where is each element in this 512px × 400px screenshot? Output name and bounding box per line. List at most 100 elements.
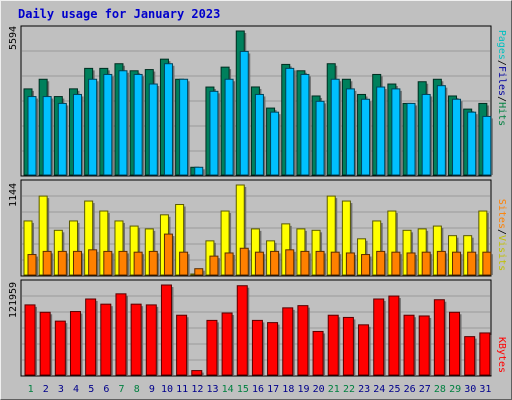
- files-bar: [285, 67, 295, 176]
- day-label: 25: [388, 384, 400, 395]
- kbytes-bar: [236, 285, 248, 376]
- files-bar: [118, 70, 128, 176]
- kbytes-bar: [24, 304, 36, 376]
- legend-separator: /: [496, 229, 507, 235]
- day-label: 21: [328, 384, 340, 395]
- kbytes-bar: [327, 314, 339, 376]
- files-bar: [209, 90, 219, 176]
- panel-1-legend: Pages/Files/Hits: [496, 30, 507, 126]
- files-bar: [133, 73, 143, 176]
- kbytes-bar: [115, 293, 127, 376]
- legend-pages: Pages: [496, 30, 507, 60]
- sites-bar: [148, 250, 158, 276]
- sites-bar: [133, 251, 143, 276]
- kbytes-bar: [297, 305, 309, 376]
- files-bar: [57, 102, 67, 176]
- sites-bar: [224, 252, 234, 276]
- day-label: 4: [73, 384, 79, 395]
- day-label: 20: [313, 384, 325, 395]
- panel-2-legend: Sites/Visits: [496, 199, 507, 271]
- kbytes-bar: [191, 370, 203, 376]
- day-label: 7: [119, 384, 125, 395]
- files-bar: [376, 86, 386, 176]
- sites-bar: [179, 251, 189, 276]
- sites-bar: [330, 251, 340, 276]
- files-bar: [452, 98, 462, 176]
- sites-bar: [406, 252, 416, 276]
- legend-separator: /: [496, 96, 507, 102]
- kbytes-bar: [282, 307, 294, 376]
- files-bar: [239, 50, 249, 176]
- panel-2-ymax-label: 1144: [8, 183, 19, 207]
- files-bar: [88, 78, 98, 176]
- day-label: 1: [28, 384, 34, 395]
- kbytes-bar: [433, 299, 445, 376]
- day-label: 3: [58, 384, 64, 395]
- files-bar: [300, 73, 310, 176]
- sites-bar: [315, 250, 325, 276]
- files-bar: [391, 88, 401, 176]
- sites-bar: [376, 250, 386, 276]
- day-label: 31: [479, 384, 491, 395]
- files-bar: [482, 115, 492, 176]
- day-label: 12: [191, 384, 203, 395]
- kbytes-bar: [403, 314, 415, 376]
- files-bar: [72, 93, 82, 176]
- kbytes-bar: [206, 319, 218, 376]
- sites-bar: [467, 251, 477, 276]
- day-label: 18: [282, 384, 294, 395]
- panel-1-ymax-label: 5594: [8, 26, 19, 50]
- files-bar: [467, 111, 477, 176]
- kbytes-bar: [464, 336, 476, 376]
- sites-bar: [452, 251, 462, 276]
- day-label: 26: [404, 384, 416, 395]
- sites-bar: [42, 250, 52, 276]
- files-bar: [194, 166, 204, 176]
- day-label: 5: [88, 384, 94, 395]
- kbytes-bar: [85, 298, 97, 376]
- sites-bar: [209, 255, 219, 276]
- legend-hits: Hits: [496, 102, 507, 126]
- day-label: 30: [464, 384, 476, 395]
- sites-bar: [57, 250, 67, 276]
- kbytes-bar: [160, 284, 172, 376]
- day-label: 11: [176, 384, 188, 395]
- files-bar: [42, 96, 52, 176]
- kbytes-bar: [418, 315, 430, 376]
- sites-bar: [482, 251, 492, 276]
- panel-3-legend: KBytes: [496, 337, 507, 373]
- files-bar: [406, 102, 416, 176]
- kbytes-bar: [176, 314, 188, 376]
- files-bar: [345, 88, 355, 176]
- day-label: 29: [449, 384, 461, 395]
- kbytes-bar: [251, 319, 263, 376]
- day-label: 16: [252, 384, 264, 395]
- sites-bar: [163, 233, 173, 276]
- sites-bar: [239, 247, 249, 276]
- files-bar: [163, 63, 173, 176]
- kbytes-bar: [69, 311, 81, 376]
- files-bar: [148, 83, 158, 176]
- chart-title: Daily usage for January 2023: [18, 7, 221, 21]
- files-bar: [254, 93, 264, 176]
- sites-bar: [103, 250, 113, 276]
- day-label: 14: [222, 384, 234, 395]
- files-bar: [224, 78, 234, 176]
- kbytes-bar: [449, 311, 461, 376]
- day-label: 27: [419, 384, 431, 395]
- day-label: 8: [134, 384, 140, 395]
- files-bar: [270, 111, 280, 176]
- kbytes-bar: [388, 295, 400, 376]
- kbytes-bar: [479, 332, 491, 376]
- day-label: 23: [358, 384, 370, 395]
- sites-bar: [285, 249, 295, 276]
- legend-visits: Visits: [496, 235, 507, 271]
- day-label: 15: [237, 384, 249, 395]
- sites-bar: [194, 268, 204, 276]
- day-label: 2: [43, 384, 49, 395]
- kbytes-bar: [312, 330, 324, 376]
- day-label: 13: [206, 384, 218, 395]
- sites-bar: [88, 249, 98, 276]
- kbytes-bar: [267, 322, 279, 376]
